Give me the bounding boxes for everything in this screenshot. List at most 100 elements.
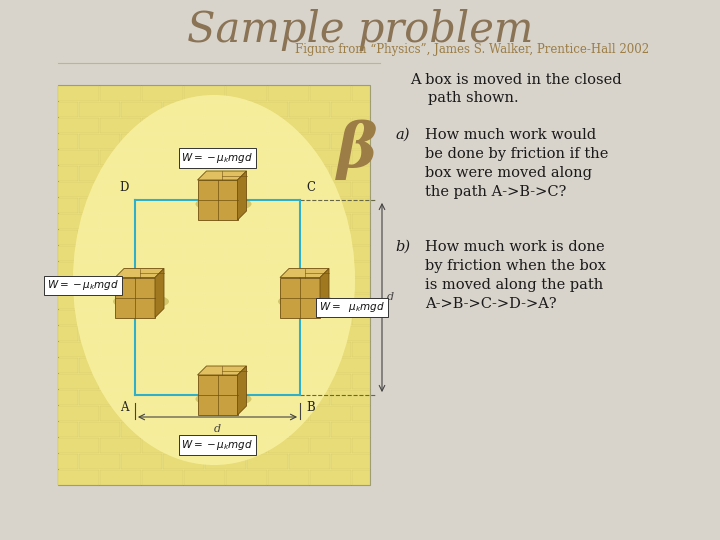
Bar [121, 358, 162, 373]
Bar [184, 182, 225, 197]
Bar [226, 310, 267, 325]
Bar [58, 454, 78, 469]
Bar [226, 374, 267, 389]
Bar [247, 262, 288, 277]
Bar [58, 230, 78, 245]
Bar [184, 470, 225, 485]
Bar [142, 150, 183, 165]
Bar [268, 246, 309, 261]
Bar [247, 454, 288, 469]
Text: D: D [120, 181, 129, 194]
Bar [310, 310, 351, 325]
Bar [58, 294, 78, 309]
Bar [79, 454, 120, 469]
Bar [121, 230, 162, 245]
Bar [163, 102, 204, 117]
Polygon shape [280, 268, 329, 278]
Bar [352, 182, 369, 197]
Bar [115, 278, 155, 318]
Bar [121, 198, 162, 213]
Bar [121, 422, 162, 437]
Ellipse shape [113, 294, 169, 309]
Bar [197, 375, 238, 415]
Bar [289, 198, 330, 213]
Bar [331, 390, 369, 405]
Bar [142, 470, 183, 485]
Bar [100, 278, 141, 293]
Bar [79, 166, 120, 181]
Bar [268, 438, 309, 453]
Bar [100, 182, 141, 197]
Bar [184, 86, 225, 101]
Text: b): b) [395, 240, 410, 254]
Bar [226, 342, 267, 357]
Bar [289, 230, 330, 245]
Bar [184, 374, 225, 389]
Text: How much work is done
by friction when the box
is moved along the path
A->B->C->: How much work is done by friction when t… [425, 240, 606, 311]
Bar [310, 374, 351, 389]
Bar [289, 326, 330, 341]
Bar [310, 86, 351, 101]
Bar [142, 246, 183, 261]
Bar [310, 438, 351, 453]
Text: A: A [120, 401, 129, 414]
Bar [142, 86, 183, 101]
Bar [58, 86, 99, 101]
Bar [184, 246, 225, 261]
Text: Figure from “Physics”, James S. Walker, Prentice-Hall 2002: Figure from “Physics”, James S. Walker, … [295, 44, 649, 57]
Bar [58, 118, 99, 133]
Bar [100, 310, 141, 325]
Text: $W =\ \ \mu_k mgd$: $W =\ \ \mu_k mgd$ [319, 300, 385, 314]
Bar [121, 134, 162, 149]
Bar [247, 294, 288, 309]
Bar [331, 102, 369, 117]
Bar [58, 214, 99, 229]
Bar [268, 214, 309, 229]
Bar [205, 326, 246, 341]
Bar [58, 278, 99, 293]
Bar [142, 310, 183, 325]
Bar [163, 134, 204, 149]
Text: $W = -\mu_k mgd$: $W = -\mu_k mgd$ [47, 279, 119, 293]
Bar [352, 470, 369, 485]
Bar [79, 230, 120, 245]
Bar [247, 326, 288, 341]
Bar [142, 438, 183, 453]
Bar [79, 390, 120, 405]
Bar [58, 85, 370, 485]
Text: a): a) [395, 128, 410, 142]
Ellipse shape [73, 95, 355, 465]
Bar [205, 422, 246, 437]
Bar [352, 438, 369, 453]
Bar [226, 150, 267, 165]
Bar [310, 406, 351, 421]
Bar [331, 454, 369, 469]
Bar [79, 262, 120, 277]
Bar [100, 374, 141, 389]
Bar [289, 294, 330, 309]
Bar [58, 326, 78, 341]
Bar [280, 278, 320, 318]
Bar [268, 374, 309, 389]
Bar [79, 326, 120, 341]
Bar [58, 182, 99, 197]
Bar [205, 390, 246, 405]
Bar [163, 262, 204, 277]
Bar [268, 310, 309, 325]
Bar [352, 374, 369, 389]
Bar [142, 214, 183, 229]
Bar [247, 422, 288, 437]
Bar [58, 102, 78, 117]
Bar [58, 262, 78, 277]
Bar [247, 166, 288, 181]
Bar [205, 134, 246, 149]
Bar [247, 230, 288, 245]
Bar [226, 278, 267, 293]
Bar [184, 438, 225, 453]
Bar [184, 150, 225, 165]
Polygon shape [197, 171, 246, 180]
Bar [163, 358, 204, 373]
Polygon shape [238, 171, 246, 220]
Bar [205, 198, 246, 213]
Bar [310, 470, 351, 485]
